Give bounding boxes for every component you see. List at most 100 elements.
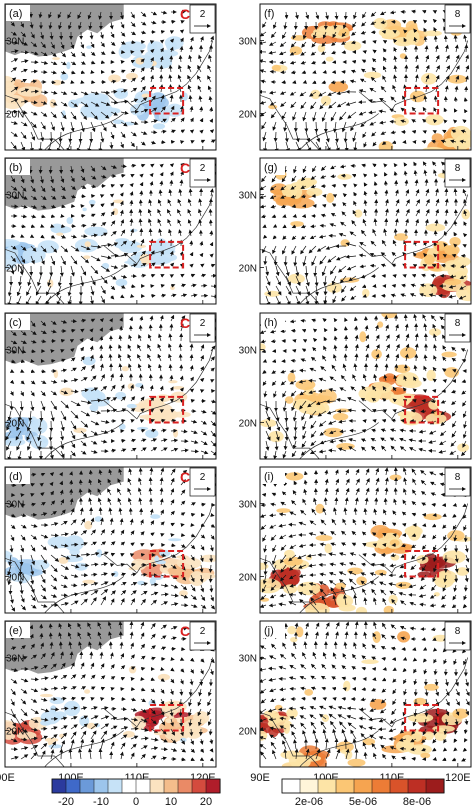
wind-vector <box>20 224 26 229</box>
wind-vector <box>48 11 52 19</box>
shading-cell <box>276 508 291 513</box>
shading-cell <box>443 138 458 148</box>
wind-vector <box>60 91 68 95</box>
panel-a: (a) 2C <box>4 3 217 151</box>
wind-vector <box>332 60 337 64</box>
shading-cell <box>444 278 462 286</box>
reference-vector-label: 2 <box>200 163 206 174</box>
shading-cell <box>304 689 314 696</box>
shading-cell <box>335 408 351 413</box>
shading-cell <box>372 631 381 643</box>
wind-vector <box>50 70 57 75</box>
wind-vector <box>90 69 95 74</box>
shading-cell <box>127 383 135 390</box>
shading-cell <box>344 41 362 51</box>
shading-cell <box>421 146 445 150</box>
shading-cell <box>317 44 326 53</box>
wind-vector <box>98 141 103 150</box>
reference-vector-label: 2 <box>200 626 206 637</box>
wind-vector <box>10 204 19 209</box>
shading-cell <box>343 680 351 692</box>
shading-cell <box>5 82 18 97</box>
panel-label-bg <box>6 5 30 21</box>
wind-vector <box>180 20 185 24</box>
shading-cell <box>420 752 431 759</box>
wind-vector <box>290 328 297 333</box>
shading-cell <box>289 46 303 56</box>
wind-vector <box>80 61 86 65</box>
shading-cell <box>66 217 74 225</box>
wind-vector <box>110 50 116 55</box>
shading-cell <box>296 626 304 638</box>
wind-vector <box>80 563 90 568</box>
shading-cell <box>315 503 325 514</box>
wind-vector <box>90 91 100 96</box>
wind-vector <box>179 45 184 53</box>
shading-cell <box>178 590 188 597</box>
wind-vector <box>110 202 115 207</box>
x-tick-label: 90E <box>250 772 270 784</box>
shading-cell <box>377 321 384 328</box>
shading-cell <box>317 402 330 414</box>
colorbar-bin <box>353 778 373 794</box>
shading-cell <box>378 389 395 400</box>
wind-vector <box>110 121 117 128</box>
shading-cell <box>373 17 388 30</box>
right-colorbar: 2e-06 5e-06 8e-06 <box>281 778 445 808</box>
wind-vector <box>29 21 34 29</box>
wind-vector <box>210 139 216 144</box>
wind-vector <box>40 90 49 95</box>
wind-vector <box>100 60 106 65</box>
shading-cell <box>89 404 99 412</box>
colorbar-tick-label: 20 <box>200 796 212 808</box>
wind-vector <box>120 60 125 64</box>
wind-vector <box>284 410 289 422</box>
wind-vector <box>197 64 202 73</box>
wind-vector <box>60 185 66 192</box>
colorbar-bin <box>177 778 193 794</box>
wind-vector <box>120 164 127 169</box>
wind-vector <box>100 174 107 179</box>
wind-vector <box>20 50 29 55</box>
wind-vector <box>110 69 116 74</box>
wind-vector <box>20 204 28 209</box>
wind-vector <box>177 64 182 73</box>
shading-cell <box>176 557 202 569</box>
shading-cell <box>395 376 405 386</box>
reference-vector-label: 2 <box>200 318 206 329</box>
panel-c: (c) 2C <box>4 312 217 460</box>
wind-vector <box>70 194 77 199</box>
shading-cell <box>126 403 137 409</box>
wind-vector <box>80 165 85 174</box>
wind-vector <box>70 121 75 133</box>
wind-vector <box>40 224 45 228</box>
wind-vector <box>130 77 137 83</box>
shading-cell <box>81 387 101 400</box>
wind-vector <box>90 184 97 189</box>
wind-vector <box>40 175 44 184</box>
shading-cell <box>457 443 469 452</box>
wind-vector <box>130 11 135 19</box>
wind-vector <box>208 95 213 103</box>
wind-vector <box>120 173 126 178</box>
wind-vector <box>110 210 115 217</box>
panel-label: (j) <box>264 625 274 637</box>
wind-vector <box>140 86 146 93</box>
wind-vector <box>188 54 193 63</box>
wind-vector <box>159 47 164 53</box>
wind-vector <box>169 94 174 103</box>
shading-cell <box>148 60 153 66</box>
shading-cell <box>83 255 91 259</box>
wind-vector <box>187 64 192 73</box>
wind-vector <box>90 60 96 65</box>
shading-cell <box>290 184 303 199</box>
shading-cell <box>361 659 379 664</box>
wind-vector <box>30 69 38 74</box>
y-tick-label: 20N <box>239 110 257 121</box>
y-tick-label: 20N <box>239 573 257 584</box>
panel-g: (g) 8 <box>259 157 472 305</box>
wind-vector <box>130 21 136 28</box>
wind-vector <box>119 183 124 188</box>
panel-frame <box>4 3 217 151</box>
circulation-center-marker: C <box>180 6 190 22</box>
